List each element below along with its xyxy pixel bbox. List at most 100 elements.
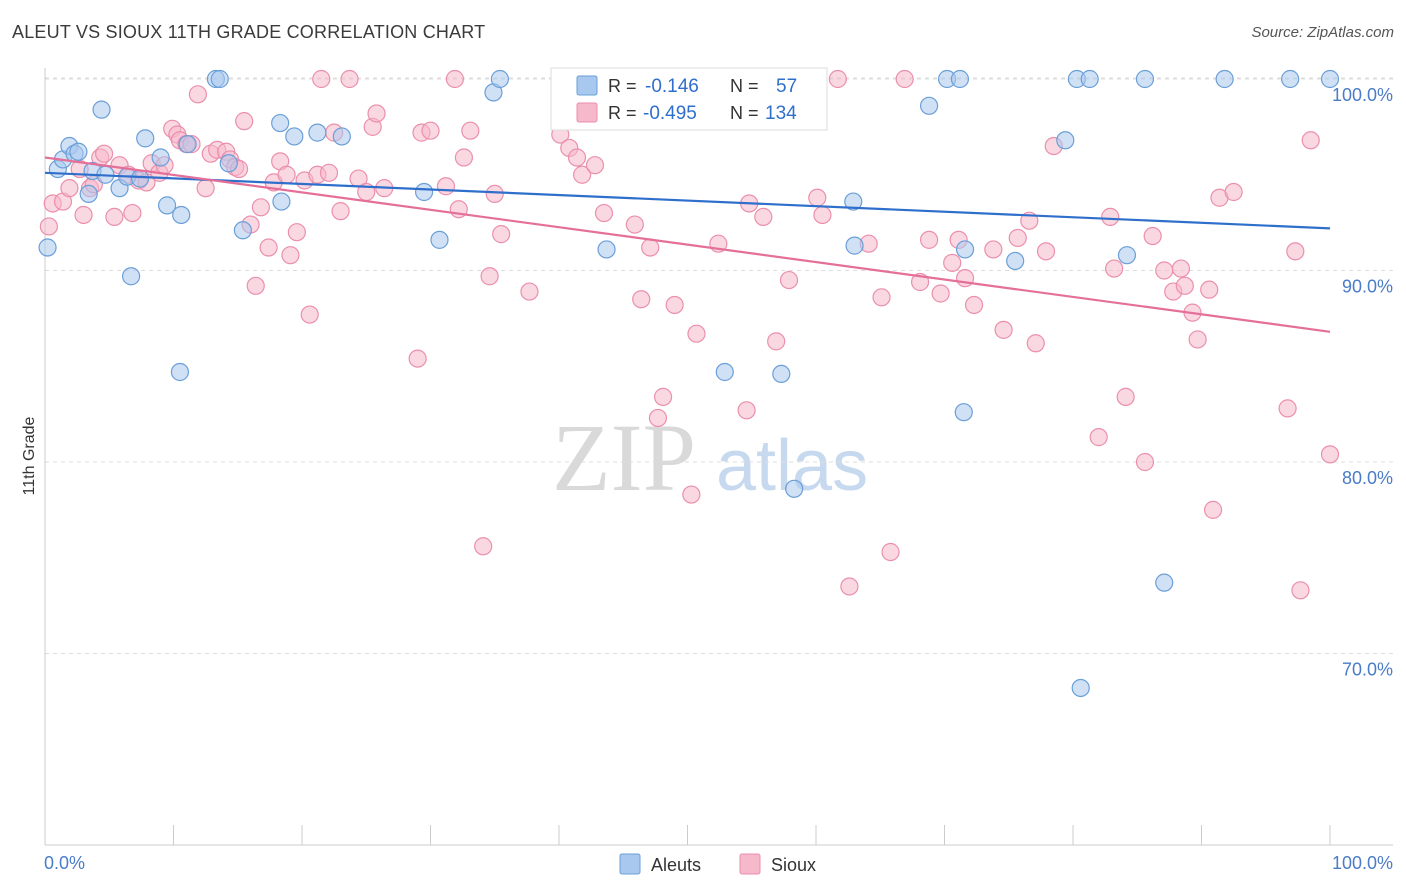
sioux-point (754, 207, 773, 226)
sioux-point (767, 332, 786, 351)
sioux-swatch (576, 102, 598, 123)
sioux-point (367, 104, 386, 123)
aleuts-point (414, 182, 434, 202)
sioux-point (1026, 334, 1045, 353)
sioux-point (188, 85, 208, 104)
aleuts-point (1135, 69, 1155, 89)
sioux-point (60, 179, 79, 198)
y-tick-label: 70.0% (1342, 660, 1393, 680)
aleuts-point (130, 169, 150, 188)
sioux-point (480, 267, 499, 286)
aleuts-point (430, 230, 449, 249)
chart-title: ALEUT VS SIOUX 11TH GRADE CORRELATION CH… (12, 22, 486, 42)
aleuts-point (69, 142, 88, 161)
aleuts-point (151, 148, 170, 167)
sioux-point (474, 537, 493, 556)
sioux-point (653, 387, 673, 406)
aleuts-point (157, 196, 177, 215)
sioux-point (251, 198, 270, 217)
sioux-point (665, 295, 684, 315)
y-axis-label: 11th Grade (21, 416, 38, 495)
sioux-point (235, 112, 254, 131)
sioux-point (573, 165, 592, 184)
aleuts-point (172, 205, 191, 225)
sioux-point (931, 284, 950, 303)
source-attribution[interactable]: Source: ZipAtlas.com (1251, 24, 1394, 41)
sioux-point (331, 202, 350, 221)
sioux-r-label: R = (608, 103, 637, 123)
sioux-point (840, 577, 859, 596)
sioux-point (1143, 226, 1162, 246)
sioux-point (737, 401, 756, 420)
aleuts-point (1215, 69, 1234, 89)
sioux-point (632, 290, 651, 309)
sioux-point (1105, 259, 1124, 278)
aleuts-point (1320, 69, 1340, 89)
aleuts-point (285, 127, 304, 146)
aleuts-point (785, 479, 804, 498)
sioux-point (520, 282, 539, 301)
sioux-point (436, 177, 456, 196)
sioux-point (312, 69, 331, 89)
bottom-legend: Aleuts Sioux (619, 853, 816, 875)
sioux-point (813, 205, 832, 225)
sioux-point (1301, 131, 1320, 150)
aleuts-point (233, 221, 252, 240)
sioux-point (585, 156, 605, 175)
aleuts-n-value: 57 (776, 76, 797, 97)
aleuts-swatch (576, 75, 598, 96)
sioux-point (687, 324, 706, 343)
trend-lines (44, 156, 1331, 333)
sioux-points (39, 69, 1340, 600)
sioux-point (123, 203, 142, 223)
sioux-point (74, 205, 93, 225)
sioux-point (994, 320, 1013, 339)
sioux-point (1089, 428, 1108, 447)
sioux-point (625, 215, 644, 234)
sioux-r-value: -0.495 (643, 103, 697, 124)
sioux-point (1171, 259, 1191, 278)
sioux-point (1116, 387, 1135, 406)
sioux-point (567, 148, 587, 167)
aleuts-point (178, 135, 197, 154)
aleuts-point (954, 403, 973, 422)
sioux-trend-line (44, 156, 1331, 333)
aleuts-point (1281, 69, 1300, 89)
sioux-point (1101, 207, 1120, 226)
sioux-point (408, 349, 427, 368)
sioux-point (919, 230, 939, 249)
y-tick-label: 80.0% (1342, 468, 1393, 488)
aleuts-point (919, 96, 939, 115)
legend-sioux-swatch[interactable] (739, 853, 761, 875)
sioux-point (340, 69, 359, 89)
aleuts-point (1006, 251, 1025, 271)
sioux-point (1135, 452, 1155, 472)
sioux-point (1320, 445, 1340, 464)
axes (44, 68, 1393, 846)
sioux-point (454, 148, 474, 167)
sioux-point (300, 305, 319, 324)
y-tick-label: 100.0% (1332, 85, 1393, 105)
sioux-n-value: 134 (765, 103, 797, 124)
sioux-point (964, 295, 984, 315)
sioux-point (648, 408, 668, 428)
aleuts-point (219, 154, 238, 173)
x-tick-label-max: 100.0% (1332, 853, 1393, 873)
sioux-point (259, 238, 278, 257)
sioux-point (1036, 242, 1056, 261)
sioux-point (287, 223, 306, 242)
aleuts-n-label: N = (730, 76, 759, 96)
aleuts-point (121, 267, 141, 286)
aleuts-point (950, 69, 970, 89)
sioux-point (461, 121, 480, 140)
aleuts-point (715, 362, 734, 382)
aleuts-point (1071, 678, 1090, 698)
aleuts-trend-line (44, 171, 1331, 230)
legend-sioux-label[interactable]: Sioux (771, 855, 816, 875)
aleuts-r-value: -0.146 (645, 76, 699, 97)
legend-aleuts-label[interactable]: Aleuts (651, 855, 701, 875)
aleuts-point (1117, 246, 1137, 265)
sioux-point (1224, 182, 1243, 202)
aleuts-point (332, 127, 351, 146)
legend-aleuts-swatch[interactable] (619, 853, 641, 875)
